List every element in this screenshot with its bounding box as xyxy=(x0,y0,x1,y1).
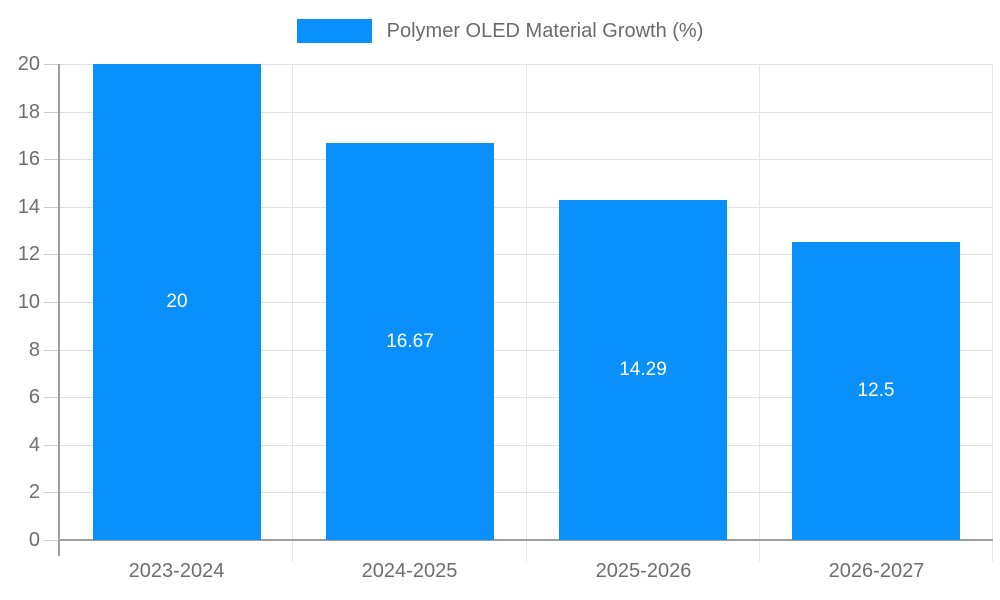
y-tick xyxy=(44,397,60,398)
legend-swatch-icon xyxy=(296,19,372,43)
y-tick xyxy=(44,492,60,493)
x-axis-line xyxy=(60,539,993,541)
y-axis-tick-label: 2 xyxy=(28,481,40,503)
chart-legend[interactable]: Polymer OLED Material Growth (%) xyxy=(0,19,1000,43)
y-tick xyxy=(44,159,60,160)
y-axis-tick-label: 8 xyxy=(28,339,40,361)
x-axis-category-label: 2025-2026 xyxy=(595,560,692,582)
y-tick xyxy=(44,302,60,303)
y-axis-tick-label: 20 xyxy=(17,53,40,75)
y-tick xyxy=(44,207,60,208)
y-tick xyxy=(44,445,60,446)
bar-2024-2025[interactable] xyxy=(326,143,494,540)
y-tick xyxy=(44,112,60,113)
bar-2026-2027[interactable] xyxy=(792,242,960,540)
y-axis-tick-label: 16 xyxy=(17,148,40,170)
category-gridline xyxy=(292,64,293,562)
y-axis-tick-label: 0 xyxy=(28,529,40,551)
bar-value-label: 12.5 xyxy=(857,380,895,401)
bar-value-label: 14.29 xyxy=(619,359,667,380)
y-axis-tick-label: 12 xyxy=(17,243,40,265)
bar-value-label: 20 xyxy=(166,291,188,312)
bar-2025-2026[interactable] xyxy=(559,200,727,540)
y-axis-line xyxy=(58,64,60,556)
y-tick xyxy=(44,254,60,255)
y-axis-tick-label: 4 xyxy=(28,434,40,456)
y-tick xyxy=(44,350,60,351)
category-gridline xyxy=(759,64,760,562)
bar-2023-2024[interactable] xyxy=(93,64,261,540)
y-tick xyxy=(44,64,60,65)
x-axis-category-label: 2023-2024 xyxy=(128,560,225,582)
legend-label: Polymer OLED Material Growth (%) xyxy=(386,20,704,42)
y-axis-tick-label: 6 xyxy=(28,386,40,408)
category-gridline xyxy=(526,64,527,562)
category-gridline xyxy=(992,64,993,562)
y-axis-tick-label: 18 xyxy=(17,101,40,123)
x-axis-category-label: 2024-2025 xyxy=(361,560,458,582)
y-axis-tick-label: 10 xyxy=(17,291,40,313)
y-axis-tick-label: 14 xyxy=(17,196,40,218)
x-axis-category-label: 2026-2027 xyxy=(828,560,925,582)
y-tick xyxy=(44,540,60,541)
bar-value-label: 16.67 xyxy=(386,331,434,352)
